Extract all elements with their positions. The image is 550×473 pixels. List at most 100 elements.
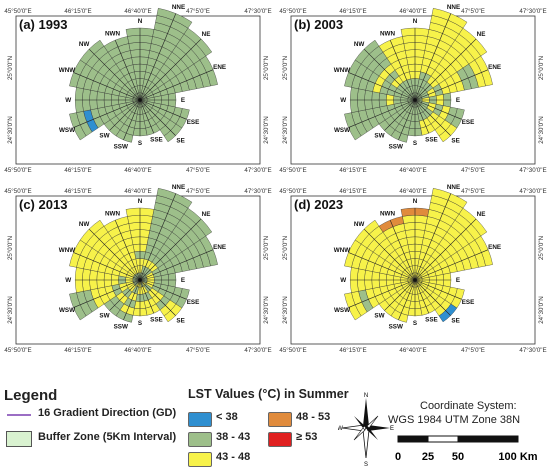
gradient-direction-line	[348, 252, 416, 281]
gradient-direction-line	[88, 48, 141, 101]
gradient-direction-label: 16 Gradient Direction (GD)	[38, 407, 177, 419]
map-panel-2: 45°50'0"E 45°50'0"E 46°15'0"E 46°15'0"E 46°4…	[279, 4, 546, 174]
lst-swatch-2	[188, 432, 212, 447]
lst-swatch-4	[268, 412, 292, 427]
direction-label: N	[413, 198, 418, 205]
direction-label: SSE	[425, 317, 438, 324]
sector-ene	[139, 55, 218, 101]
sector-wnw	[69, 239, 141, 281]
gradient-direction-line	[414, 193, 452, 281]
longitude-label-bottom: 46°15'0"E	[64, 347, 91, 354]
sector-nne	[414, 187, 468, 281]
map-panels: 45°50'0"E 45°50'0"E 46°15'0"E 46°15'0"E 46°4…	[4, 4, 546, 354]
latitude-label-right: 25°0'0"N	[538, 236, 545, 260]
latitude-label-right: 24°30'0"N	[538, 296, 545, 324]
buffer-zone-swatch	[6, 431, 32, 447]
sector-ssw	[390, 99, 416, 143]
longitude-label-top: 46°40'0"E	[124, 188, 151, 195]
gradient-direction-line	[88, 228, 141, 281]
gradient-direction-line	[73, 252, 141, 281]
map-panel-1: 45°50'0"E 45°50'0"E 46°15'0"E 46°15'0"E 46°4…	[4, 4, 271, 174]
longitude-label-bottom: 46°15'0"E	[339, 167, 366, 174]
direction-label: NE	[202, 211, 211, 218]
sector-n	[125, 27, 155, 101]
longitude-label-top: 47°5'0"E	[186, 188, 210, 195]
direction-label: WSW	[59, 127, 75, 134]
sector-wsw	[69, 99, 141, 141]
gradient-direction-line	[384, 99, 416, 131]
direction-label: ESE	[187, 299, 200, 306]
gradient-direction-line	[139, 249, 214, 281]
direction-label: WNW	[334, 247, 350, 254]
gradient-direction-line	[139, 279, 187, 300]
north-arrow-icon: N E S W	[338, 393, 394, 466]
latitude-label-left: 24°30'0"N	[282, 116, 289, 144]
panel-label: (c) 2013	[19, 197, 67, 212]
direction-label: SSW	[114, 323, 128, 330]
gradient-direction-line	[414, 99, 451, 136]
direction-label: SSW	[114, 143, 128, 150]
longitude-label-bottom: 46°40'0"E	[124, 167, 151, 174]
direction-label: E	[181, 97, 185, 104]
lst-swatch-label: ≥ 53	[296, 431, 318, 443]
sector-sse	[139, 99, 161, 136]
longitude-label-bottom: 45°50'0"E	[4, 347, 31, 354]
gradient-direction-line	[73, 72, 141, 101]
longitude-label-top: 45°50'0"E	[279, 188, 306, 195]
gradient-direction-line	[139, 99, 187, 120]
direction-label: ENE	[213, 64, 226, 71]
latitude-label-left: 25°0'0"N	[282, 236, 289, 260]
sector-ene	[414, 235, 493, 281]
direction-label: NNE	[447, 4, 460, 11]
direction-label: N	[413, 18, 418, 25]
latitude-label-left: 24°30'0"N	[7, 296, 14, 324]
direction-label: SSW	[389, 143, 403, 150]
gradient-direction-line	[348, 72, 416, 101]
direction-label: W	[65, 277, 71, 284]
direction-label: S	[138, 320, 142, 327]
direction-label: SW	[99, 132, 109, 139]
direction-label: NW	[354, 221, 365, 228]
longitude-label-bottom: 46°40'0"E	[399, 167, 426, 174]
direction-label: E	[456, 97, 460, 104]
gradient-direction-line	[348, 99, 416, 128]
direction-label: NNE	[172, 4, 185, 11]
direction-label: WNW	[334, 67, 350, 74]
longitude-label-top: 46°40'0"E	[399, 188, 426, 195]
sector-ssw	[115, 99, 141, 143]
buffer-zone-cell	[378, 216, 404, 233]
direction-label: SE	[176, 138, 184, 145]
gradient-direction-line	[414, 279, 462, 300]
longitude-label-top: 46°15'0"E	[339, 8, 366, 15]
direction-label: ENE	[488, 64, 501, 71]
direction-label: SE	[451, 138, 459, 145]
direction-label: WNW	[59, 247, 75, 254]
direction-label: S	[413, 140, 417, 147]
lst-swatch-label: 48 - 53	[296, 411, 331, 423]
gradient-direction-line	[123, 279, 141, 321]
gradient-direction-line	[139, 99, 155, 134]
latitude-label-left: 24°30'0"N	[7, 116, 14, 144]
longitude-label-top: 47°30'0"E	[519, 8, 546, 15]
longitude-label-bottom: 47°5'0"E	[461, 347, 485, 354]
latitude-label-left: 24°30'0"N	[282, 296, 289, 324]
direction-label: NWN	[105, 211, 120, 218]
longitude-label-bottom: 47°5'0"E	[461, 167, 485, 174]
longitude-label-bottom: 45°50'0"E	[279, 167, 306, 174]
gradient-direction-line	[123, 99, 141, 141]
gradient-direction-line	[114, 40, 141, 101]
buffer-zone-cell	[103, 36, 129, 53]
gradient-direction-line	[414, 249, 489, 281]
svg-text:S: S	[364, 462, 368, 466]
longitude-label-top: 47°30'0"E	[519, 188, 546, 195]
longitude-label-top: 47°30'0"E	[244, 8, 271, 15]
gradient-direction-line	[384, 279, 416, 311]
gradient-direction-line	[114, 220, 141, 281]
longitude-label-top: 47°5'0"E	[461, 188, 485, 195]
gradient-direction-line	[348, 279, 416, 308]
direction-label: SSW	[389, 323, 403, 330]
direction-label: S	[138, 140, 142, 147]
gradient-direction-line	[139, 38, 202, 101]
sector-nwn	[103, 216, 141, 281]
latitude-label-left: 25°0'0"N	[282, 56, 289, 80]
